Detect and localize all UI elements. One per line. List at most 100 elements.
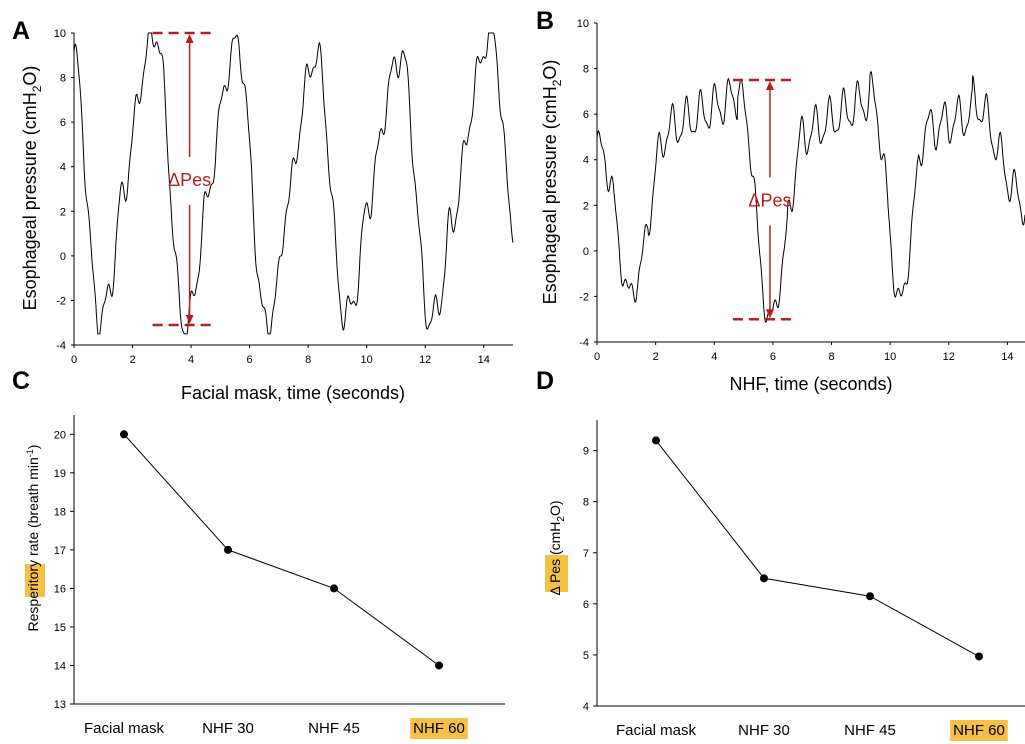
y-axis-title-end: O) bbox=[20, 66, 40, 86]
delta-pes-label: ΔPes bbox=[748, 191, 791, 211]
y-tick-label: 0 bbox=[583, 246, 589, 258]
y-tick-label: 19 bbox=[54, 468, 66, 480]
y-tick-label: -4 bbox=[56, 340, 66, 352]
data-point-facial-mask bbox=[120, 430, 128, 439]
panel-d: D 4 5 6 7 8 9 Facial mask NHF 30 NHF 45 NHF 60 Δ Pe… bbox=[536, 367, 1025, 741]
y-axis-title-highlighted: rate bbox=[25, 532, 41, 556]
y-tick-label: 10 bbox=[54, 28, 66, 40]
y-axis-title-superscript: -1 bbox=[25, 449, 35, 457]
y-axis-title: Resperitory rate (breath min-1) bbox=[25, 445, 41, 632]
x-tick-label: 14 bbox=[478, 354, 490, 366]
x-tick-label: 14 bbox=[1001, 351, 1013, 363]
x-category-label: NHF 60 bbox=[413, 720, 465, 737]
y-axis-title-main: Esophageal pressure (cmH bbox=[20, 92, 40, 310]
x-tick-label: 6 bbox=[770, 351, 776, 363]
x-tick-label: 2 bbox=[129, 354, 135, 366]
panel-letter: C bbox=[12, 367, 30, 395]
y-tick-label: 4 bbox=[583, 155, 589, 167]
y-tick-label: 8 bbox=[583, 497, 589, 509]
x-category-label: NHF 45 bbox=[844, 722, 896, 739]
x-tick-label: 0 bbox=[71, 354, 77, 366]
category-highlight bbox=[950, 720, 1008, 741]
x-tick-label: 6 bbox=[247, 354, 253, 366]
y-axis-title-post: (breath min bbox=[25, 457, 41, 532]
y-tick-label: 6 bbox=[583, 599, 589, 611]
x-tick-label: 10 bbox=[361, 354, 373, 366]
x-tick-label: 12 bbox=[943, 351, 955, 363]
y-axis-title-subscript: 2 bbox=[550, 79, 564, 86]
x-tick-label: 4 bbox=[188, 354, 194, 366]
y-tick-label: 20 bbox=[54, 429, 66, 441]
y-tick-label: 2 bbox=[583, 200, 589, 212]
pes-arrowhead-down bbox=[185, 314, 194, 324]
y-tick-label: 2 bbox=[60, 206, 66, 218]
y-tick-label: 14 bbox=[54, 660, 66, 672]
y-tick-label: 4 bbox=[60, 162, 66, 174]
y-tick-label: -4 bbox=[579, 337, 589, 349]
panel-c: C 13 14 15 16 17 18 19 20 Facial mask NHF 30 NHF 45… bbox=[12, 367, 505, 739]
y-axis-title: Δ Pes (cmH2O) bbox=[547, 500, 567, 595]
y-axis-title-close: ) bbox=[25, 445, 41, 450]
y-tick-label: 8 bbox=[583, 64, 589, 76]
ylabel-highlight bbox=[25, 564, 45, 597]
x-category-label: NHF 30 bbox=[202, 720, 254, 737]
y-axis-title-pre: Δ bbox=[547, 583, 563, 595]
y-axis-title-main: Esophageal pressure (cmH bbox=[540, 86, 560, 304]
x-tick-label: 12 bbox=[419, 354, 431, 366]
series-line bbox=[655, 440, 980, 657]
x-tick-label: 4 bbox=[711, 351, 717, 363]
x-category-label: NHF 60 bbox=[953, 722, 1005, 739]
y-tick-label: 15 bbox=[54, 622, 66, 634]
ylabel-highlight bbox=[545, 555, 568, 592]
x-tick-label: 8 bbox=[305, 354, 311, 366]
x-category-label: Facial mask bbox=[616, 722, 697, 739]
pes-arrowhead-up bbox=[185, 34, 194, 43]
x-tick-label: 8 bbox=[828, 351, 834, 363]
series-line bbox=[123, 433, 440, 666]
y-tick-label: 5 bbox=[583, 650, 589, 662]
data-point-nhf-45 bbox=[866, 592, 874, 601]
data-point-nhf-30 bbox=[760, 574, 768, 583]
pes-arrowhead-up bbox=[765, 80, 774, 90]
data-point-facial-mask bbox=[652, 436, 660, 445]
y-axis-title-end: O) bbox=[540, 60, 560, 80]
y-tick-label: 18 bbox=[54, 506, 66, 518]
data-point-nhf-45 bbox=[330, 584, 338, 593]
y-axis-title-pre: Resperitory bbox=[25, 556, 41, 631]
y-tick-label: 4 bbox=[583, 701, 589, 713]
pes-arrowhead-down bbox=[765, 309, 774, 319]
x-category-label: NHF 30 bbox=[738, 722, 790, 739]
y-axis-title-close: O) bbox=[547, 500, 563, 516]
y-axis-title: Esophageal pressure (cmH2O) bbox=[20, 66, 44, 311]
y-tick-label: 10 bbox=[577, 18, 589, 30]
esophageal-pressure-trace bbox=[73, 32, 514, 335]
x-category-label: Facial mask bbox=[84, 720, 165, 737]
esophageal-pressure-trace bbox=[596, 70, 1025, 324]
y-axis-title-post: (cmH bbox=[547, 522, 563, 559]
x-tick-label: 0 bbox=[594, 351, 600, 363]
y-axis-title-subscript: 2 bbox=[30, 85, 44, 92]
x-category-label: NHF 45 bbox=[308, 720, 360, 737]
y-tick-label: 0 bbox=[60, 251, 66, 263]
y-axis-title-subscript: 2 bbox=[556, 516, 567, 522]
data-point-nhf-60 bbox=[975, 652, 983, 661]
panel-a: A -4 -2 0 2 4 6 8 10 0 2 4 6 8 10 12 14 Facial mask, time… bbox=[12, 17, 514, 403]
delta-pes-label: ΔPes bbox=[168, 170, 211, 190]
y-tick-label: 16 bbox=[54, 583, 66, 595]
y-tick-label: -2 bbox=[579, 291, 589, 303]
y-tick-label: 17 bbox=[54, 545, 66, 557]
data-point-nhf-60 bbox=[435, 661, 443, 670]
y-tick-label: 6 bbox=[583, 109, 589, 121]
category-highlight bbox=[410, 718, 468, 739]
data-point-nhf-30 bbox=[224, 545, 232, 554]
x-tick-label: 2 bbox=[653, 351, 659, 363]
y-tick-label: -2 bbox=[56, 295, 66, 307]
panel-letter: D bbox=[536, 367, 554, 395]
y-tick-label: 13 bbox=[54, 699, 66, 711]
panel-letter: B bbox=[536, 7, 554, 35]
panel-letter: A bbox=[12, 17, 30, 45]
y-tick-label: 8 bbox=[60, 73, 66, 85]
panel-b: B -4 -2 0 2 4 6 8 10 0 2 4 6 8 10 12 14 NHF, time (second… bbox=[536, 7, 1025, 394]
x-tick-label: 10 bbox=[884, 351, 896, 363]
